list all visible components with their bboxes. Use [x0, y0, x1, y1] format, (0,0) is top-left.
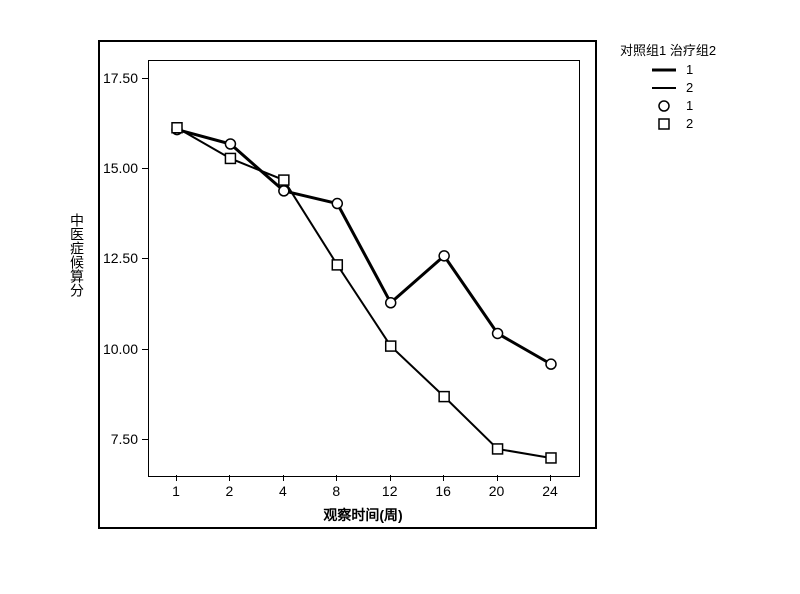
series-marker-s2 [439, 392, 449, 402]
series-marker-s1 [332, 199, 342, 209]
y-tick-label: 7.50 [96, 431, 138, 447]
x-tick-label: 2 [214, 483, 244, 499]
series-marker-s2 [493, 444, 503, 454]
legend-line-icon [650, 63, 680, 77]
legend-label: 1 [686, 62, 693, 77]
y-tick-label: 17.50 [96, 70, 138, 86]
y-tick-label: 12.50 [96, 250, 138, 266]
x-tick-label: 20 [482, 483, 512, 499]
series-marker-s2 [225, 153, 235, 163]
legend-label: 2 [686, 116, 693, 131]
x-tick-mark [176, 475, 177, 481]
chart-container: 7.5010.0012.5015.0017.50 124812162024 中医… [0, 0, 800, 594]
legend-item: 2 [650, 116, 693, 131]
plot-svg [149, 61, 579, 476]
series-marker-s1 [225, 139, 235, 149]
x-tick-mark [336, 475, 337, 481]
series-marker-s2 [279, 175, 289, 185]
legend-item: 1 [650, 62, 693, 77]
legend-line-icon [650, 81, 680, 95]
y-tick-mark [142, 349, 148, 350]
y-tick-mark [142, 439, 148, 440]
series-marker-s2 [386, 341, 396, 351]
x-tick-mark [550, 475, 551, 481]
y-tick-mark [142, 258, 148, 259]
x-tick-mark [283, 475, 284, 481]
legend-title: 对照组1 治疗组2 [620, 40, 716, 59]
legend-label: 2 [686, 80, 693, 95]
x-tick-label: 24 [535, 483, 565, 499]
legend-label: 1 [686, 98, 693, 113]
y-tick-label: 15.00 [96, 160, 138, 176]
series-marker-s1 [439, 251, 449, 261]
series-marker-s1 [493, 328, 503, 338]
x-axis-label: 观察时间(周) [148, 505, 578, 525]
x-tick-label: 4 [268, 483, 298, 499]
x-tick-mark [443, 475, 444, 481]
x-tick-mark [229, 475, 230, 481]
plot-area [148, 60, 580, 477]
series-marker-s2 [172, 123, 182, 133]
y-tick-mark [142, 168, 148, 169]
y-axis-label: 中医症候算分 [68, 213, 84, 297]
legend-item: 1 [650, 98, 693, 113]
legend-square-icon [650, 117, 680, 131]
legend-item: 2 [650, 80, 693, 95]
x-tick-label: 1 [161, 483, 191, 499]
series-line-s2 [177, 128, 551, 458]
series-marker-s1 [386, 298, 396, 308]
x-tick-label: 12 [375, 483, 405, 499]
x-tick-label: 16 [428, 483, 458, 499]
legend-circle-icon [650, 99, 680, 113]
series-marker-s1 [546, 359, 556, 369]
series-marker-s2 [332, 260, 342, 270]
series-marker-s2 [546, 453, 556, 463]
x-tick-mark [497, 475, 498, 481]
y-tick-mark [142, 78, 148, 79]
x-tick-mark [390, 475, 391, 481]
x-tick-label: 8 [321, 483, 351, 499]
y-tick-label: 10.00 [96, 341, 138, 357]
